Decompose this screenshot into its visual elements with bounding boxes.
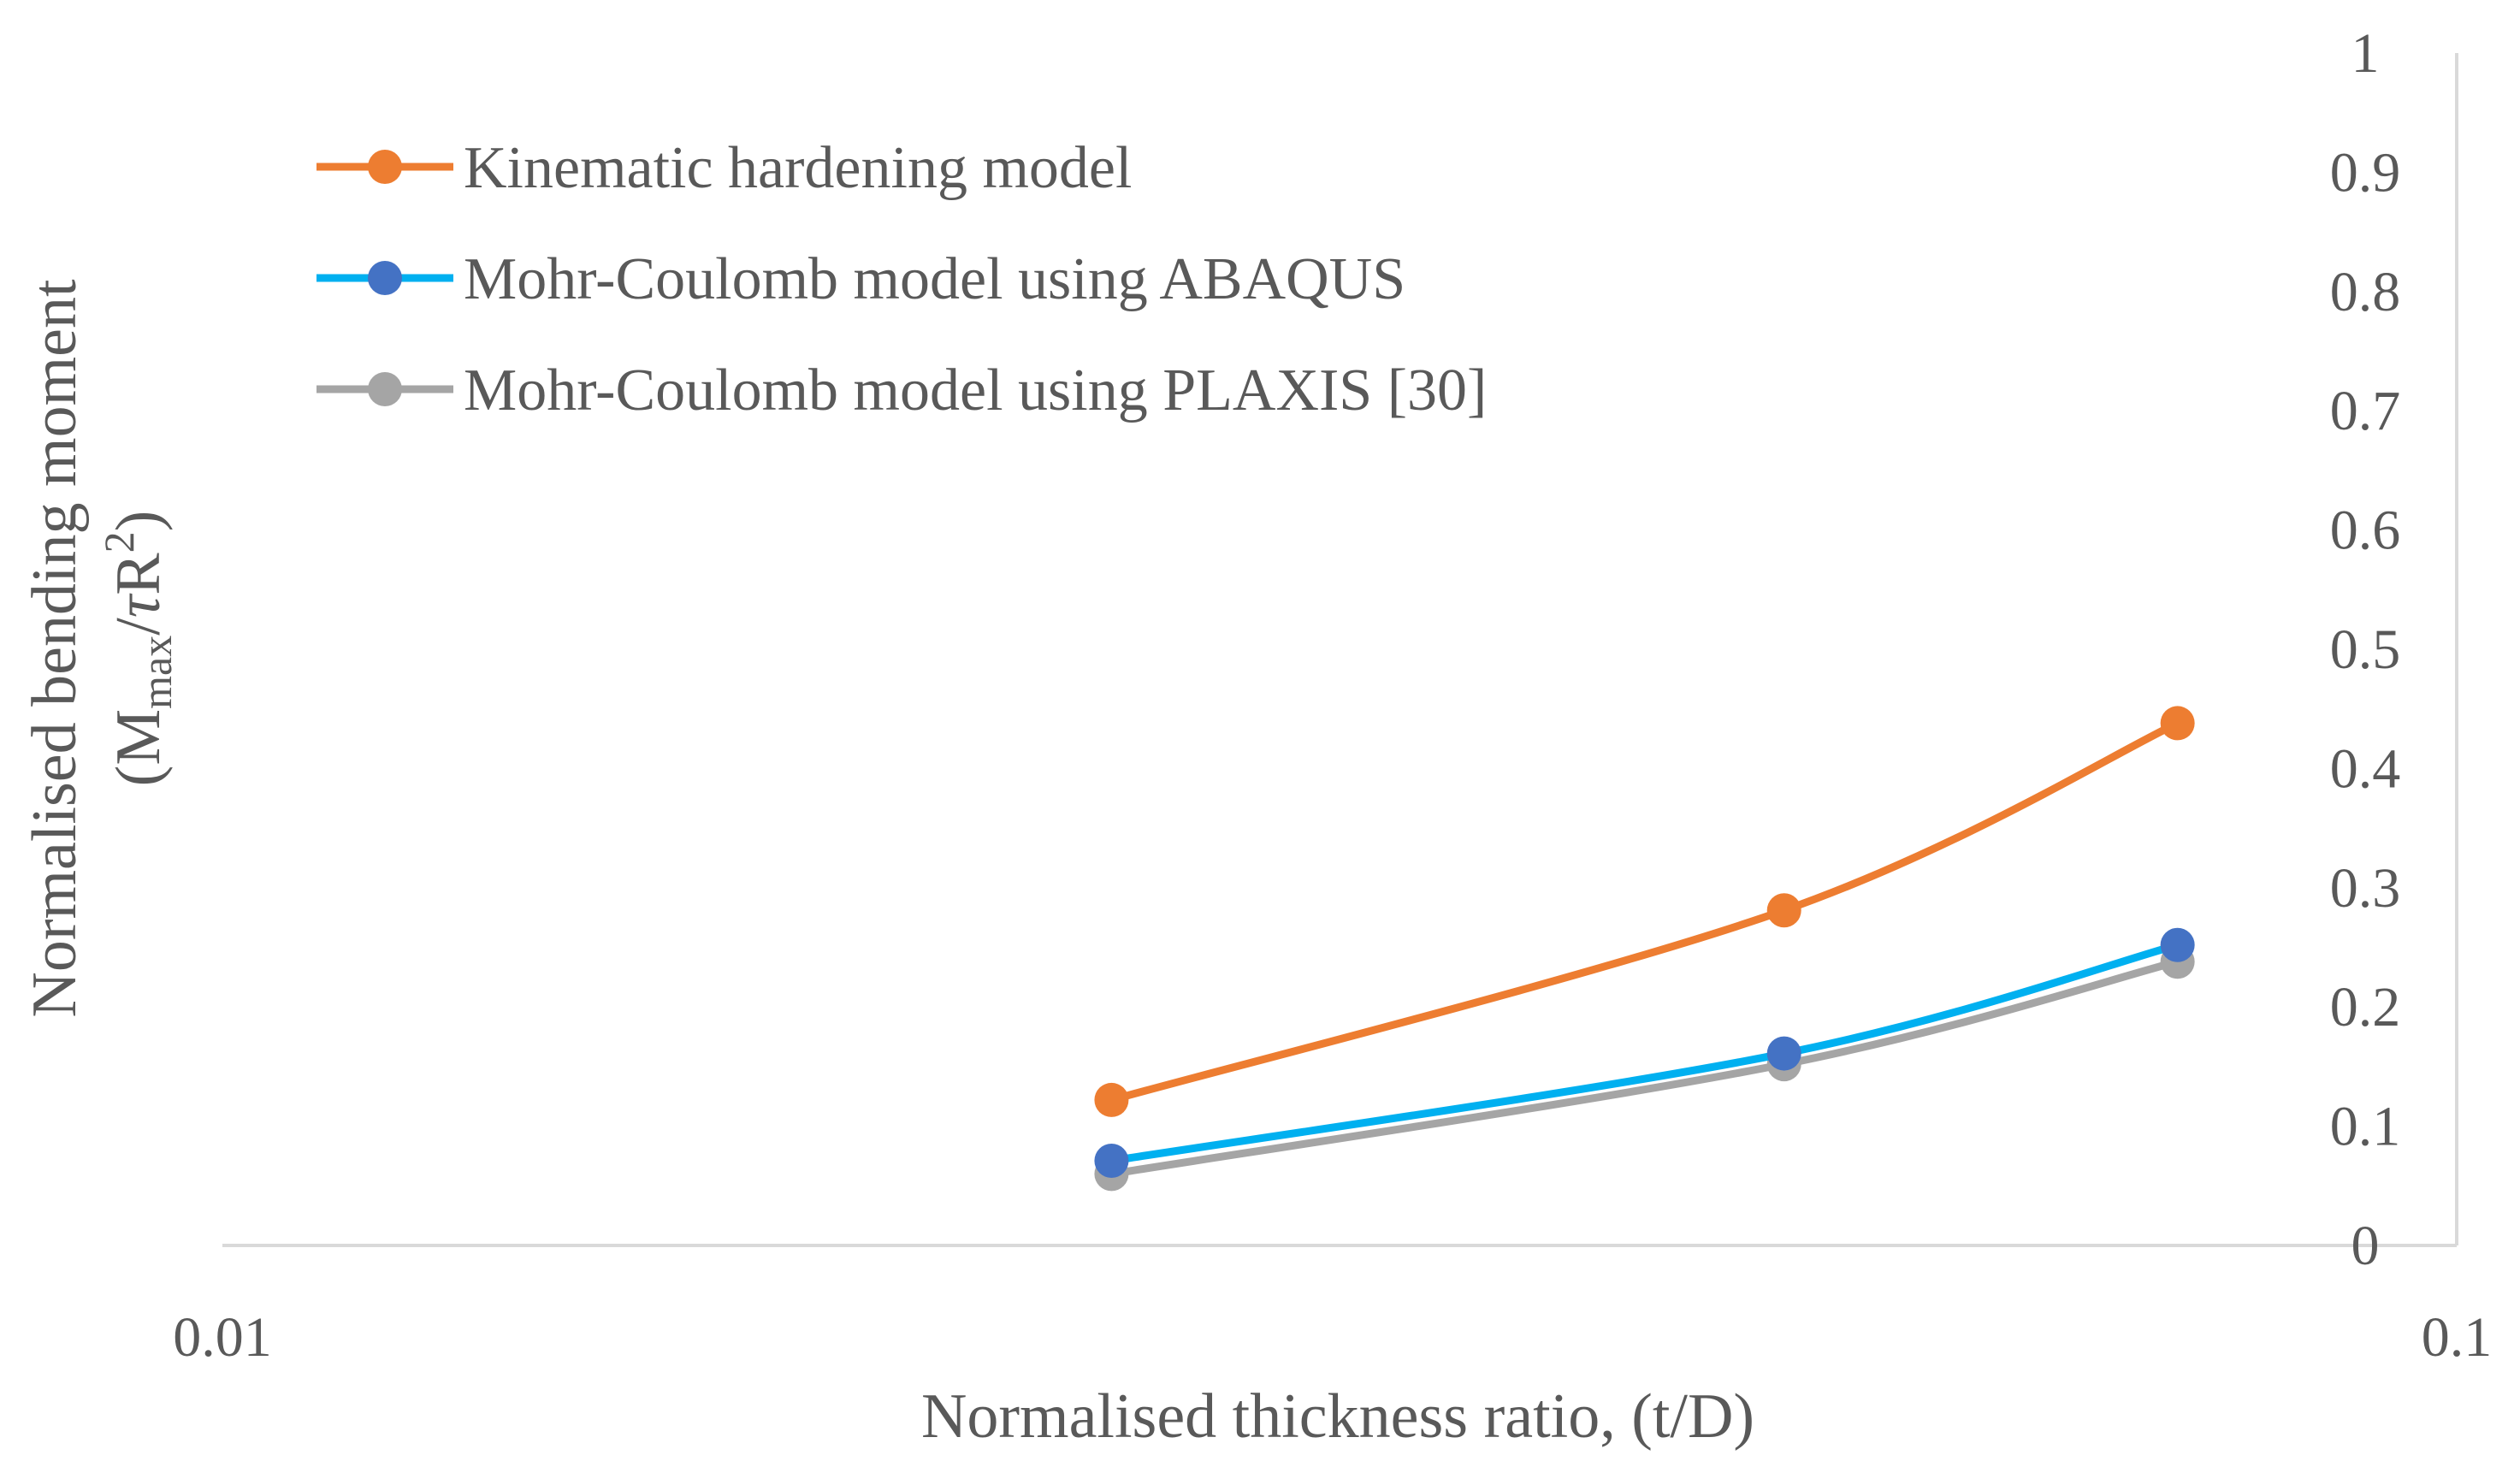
legend: Kinematic hardening model Mohr-Coulomb mo… <box>316 135 1487 423</box>
y-axis-title-line2: (Mmax/τR2) <box>95 511 180 787</box>
y-axis-title: Normalised bending moment (Mmax/τR2) <box>20 279 180 1018</box>
legend-marker <box>368 261 402 295</box>
axes-layer <box>222 53 2458 1247</box>
y-tick-label: 0.5 <box>2330 618 2401 681</box>
ylabel-R: R <box>104 553 174 595</box>
data-point <box>2160 927 2195 962</box>
ylabel-tau: τ <box>104 593 174 618</box>
y-tick-labels: 0 0.1 0.2 0.3 0.4 0.5 0.6 0.7 0.8 0.9 1 <box>2330 22 2401 1277</box>
series-0 <box>1094 706 2195 1117</box>
series-line <box>1107 719 2182 1104</box>
data-point <box>1766 1036 1801 1071</box>
y-tick-label: 1 <box>2351 22 2380 85</box>
y-tick-label: 0.7 <box>2330 380 2401 442</box>
ylabel-sub: max <box>133 636 180 709</box>
y-tick-label: 0.8 <box>2330 261 2401 323</box>
legend-marker <box>368 372 402 406</box>
legend-label: Kinematic hardening model <box>464 135 1132 201</box>
legend-item: Kinematic hardening model <box>316 135 1132 201</box>
data-point <box>1094 1082 1129 1117</box>
ylabel-slash: / <box>104 618 174 636</box>
data-point <box>1766 893 1801 928</box>
x-axis-title: Normalised thickness ratio, (t/D) <box>921 1381 1754 1452</box>
legend-item: Mohr-Coulomb model using ABAQUS <box>316 246 1405 312</box>
x-tick-label: 0.01 <box>173 1306 272 1369</box>
legend-item: Mohr-Coulomb model using PLAXIS [30] <box>316 358 1487 423</box>
y-tick-label: 0.2 <box>2330 976 2401 1038</box>
x-tick-label: 0.1 <box>2422 1306 2493 1369</box>
series-layer <box>1094 706 2195 1192</box>
ylabel-close: ) <box>104 511 174 532</box>
ylabel-sup: 2 <box>95 531 143 553</box>
y-tick-label: 0 <box>2351 1215 2380 1277</box>
data-point <box>2160 706 2195 741</box>
series-2 <box>1094 944 2195 1192</box>
y-tick-label: 0.9 <box>2330 141 2401 204</box>
legend-label: Mohr-Coulomb model using PLAXIS [30] <box>464 358 1487 423</box>
y-tick-label: 0.1 <box>2330 1096 2401 1158</box>
ylabel-open: (M <box>104 709 174 786</box>
data-point <box>1094 1144 1129 1179</box>
series-line <box>1107 941 2182 1165</box>
legend-label: Mohr-Coulomb model using ABAQUS <box>464 246 1405 312</box>
legend-marker <box>368 150 402 184</box>
y-tick-label: 0.3 <box>2330 857 2401 920</box>
series-1 <box>1094 927 2195 1179</box>
y-axis-title-line1: Normalised bending moment <box>20 279 90 1018</box>
y-tick-label: 0.6 <box>2330 500 2401 562</box>
series-line <box>1107 957 2182 1178</box>
y-tick-label: 0.4 <box>2330 737 2401 800</box>
x-tick-labels: 0.01 0.1 <box>173 1306 2492 1369</box>
